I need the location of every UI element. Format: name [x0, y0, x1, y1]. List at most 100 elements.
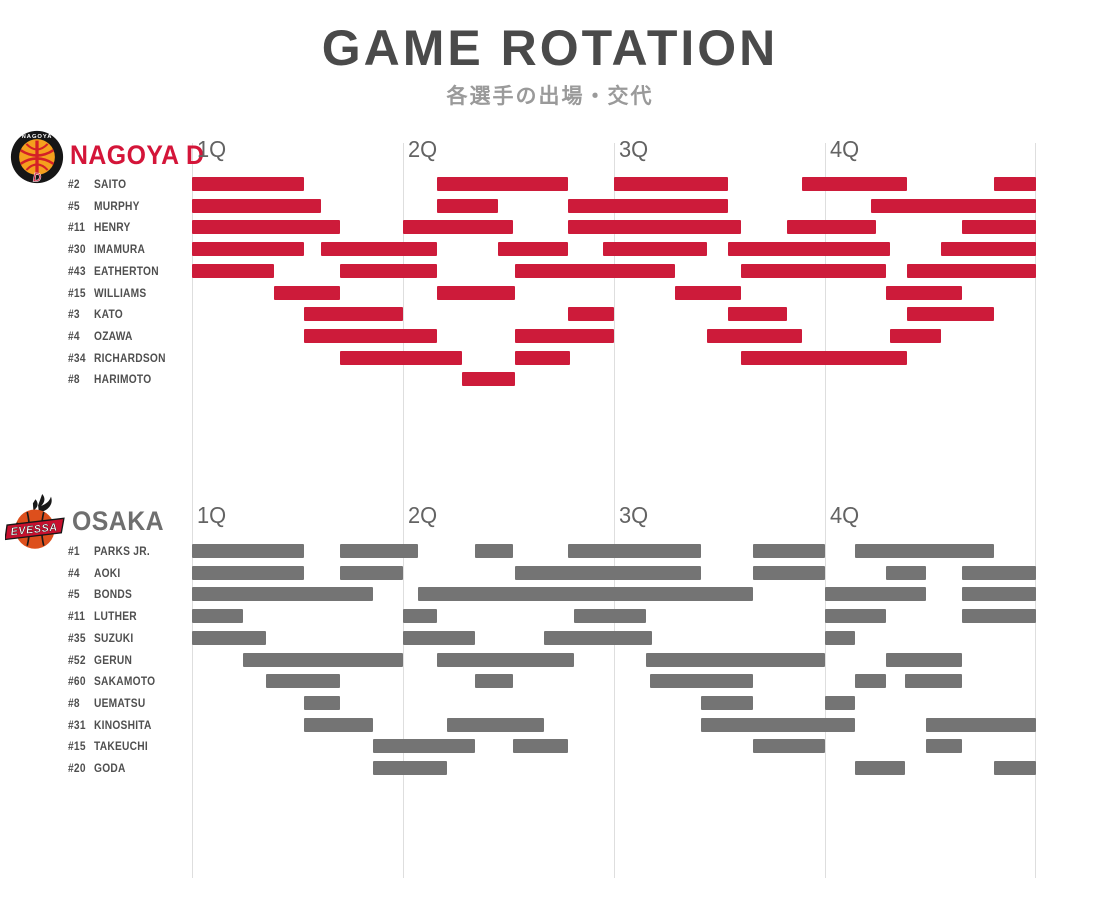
player-name: KATO: [94, 307, 123, 321]
stint-bar: [192, 264, 275, 278]
player-number: #11: [68, 220, 86, 234]
player-row: #4 OZAWA: [0, 329, 1100, 343]
gridline-2q: [403, 143, 404, 878]
player-number: #5: [68, 587, 80, 601]
player-name: OZAWA: [94, 329, 133, 343]
player-row: #52 GERUN: [0, 653, 1100, 667]
stint-bar: [727, 242, 891, 256]
player-row: #1 PARKS JR.: [0, 544, 1100, 558]
player-number: #30: [68, 242, 86, 256]
stint-bar: [854, 674, 887, 688]
stint-bar: [303, 329, 437, 343]
player-row: #11 HENRY: [0, 220, 1100, 234]
player-number: #15: [68, 739, 86, 753]
player-number: #60: [68, 674, 86, 688]
player-timeline: [192, 177, 1036, 191]
svg-text:D: D: [33, 172, 42, 185]
player-timeline: [192, 587, 1036, 601]
stint-bar: [242, 653, 403, 667]
team-name-nagoya: NAGOYA D: [70, 140, 205, 170]
player-number: #3: [68, 307, 80, 321]
stint-bar: [871, 199, 1036, 213]
stint-bar: [462, 372, 515, 386]
stint-bar: [339, 544, 418, 558]
stint-bar: [675, 286, 741, 300]
player-timeline: [192, 264, 1036, 278]
player-name: WILLIAMS: [94, 286, 147, 300]
stint-bar: [787, 220, 876, 234]
player-name: SAITO: [94, 177, 127, 191]
svg-text:NAGOYA: NAGOYA: [22, 134, 53, 140]
stint-bar: [727, 307, 788, 321]
player-number: #15: [68, 286, 86, 300]
gridline-4q: [825, 143, 826, 878]
stint-bar: [962, 609, 1036, 623]
stint-bar: [573, 609, 646, 623]
stint-bar: [825, 587, 927, 601]
page-title: GAME ROTATION: [321, 20, 779, 76]
player-row: #60 SAKAMOTO: [0, 674, 1100, 688]
stint-bar: [567, 199, 728, 213]
stint-bar: [886, 653, 963, 667]
gridline-end: [1035, 143, 1036, 878]
stint-bar: [339, 264, 437, 278]
player-timeline: [192, 761, 1036, 775]
player-timeline: [192, 220, 1036, 234]
nagoya-logo-icon: NAGOYA D: [10, 130, 64, 185]
player-name: MURPHY: [94, 199, 140, 213]
stint-bar: [447, 718, 545, 732]
stint-bar: [436, 199, 498, 213]
player-number: #52: [68, 653, 86, 667]
quarter-labels-nagoya: 1Q 2Q 3Q 4Q: [0, 136, 1100, 162]
stint-bar: [567, 307, 614, 321]
player-timeline: [192, 653, 1036, 667]
player-name: GODA: [94, 761, 126, 775]
stint-bar: [403, 609, 437, 623]
stint-bar: [192, 566, 304, 580]
player-number: #34: [68, 351, 86, 365]
player-row: #5 BONDS: [0, 587, 1100, 601]
stint-bar: [474, 674, 513, 688]
stint-bar: [192, 587, 374, 601]
stint-bar: [320, 242, 437, 256]
player-name: PARKS JR.: [94, 544, 150, 558]
player-number: #8: [68, 696, 80, 710]
player-timeline: [192, 544, 1036, 558]
stint-bar: [403, 220, 513, 234]
player-number: #1: [68, 544, 80, 558]
player-timeline: [192, 739, 1036, 753]
stint-bar: [497, 242, 568, 256]
player-row: #31 KINOSHITA: [0, 718, 1100, 732]
quarter-label-4q: 4Q: [830, 502, 860, 528]
stint-bar: [753, 566, 825, 580]
stint-bar: [373, 739, 475, 753]
quarter-label-4q: 4Q: [830, 136, 860, 162]
player-name: GERUN: [94, 653, 133, 667]
stint-bar: [567, 220, 741, 234]
player-number: #5: [68, 199, 80, 213]
player-row: #11 LUTHER: [0, 609, 1100, 623]
player-timeline: [192, 696, 1036, 710]
stint-bar: [192, 631, 266, 645]
player-row: #8 UEMATSU: [0, 696, 1100, 710]
player-number: #8: [68, 372, 80, 386]
player-number: #20: [68, 761, 86, 775]
player-number: #4: [68, 329, 80, 343]
player-timeline: [192, 242, 1036, 256]
stint-bar: [544, 631, 652, 645]
stint-bar: [373, 761, 448, 775]
stint-bar: [825, 609, 887, 623]
stint-bar: [753, 739, 825, 753]
chart-grid: [192, 143, 1036, 878]
player-timeline: [192, 566, 1036, 580]
stint-bar: [192, 609, 243, 623]
stint-bar: [926, 739, 963, 753]
stint-bar: [192, 242, 304, 256]
stint-bar: [274, 286, 340, 300]
stint-bar: [993, 761, 1036, 775]
stint-bar: [962, 566, 1036, 580]
stint-bar: [436, 653, 574, 667]
stint-bar: [700, 718, 855, 732]
player-number: #11: [68, 609, 86, 623]
player-number: #43: [68, 264, 86, 278]
